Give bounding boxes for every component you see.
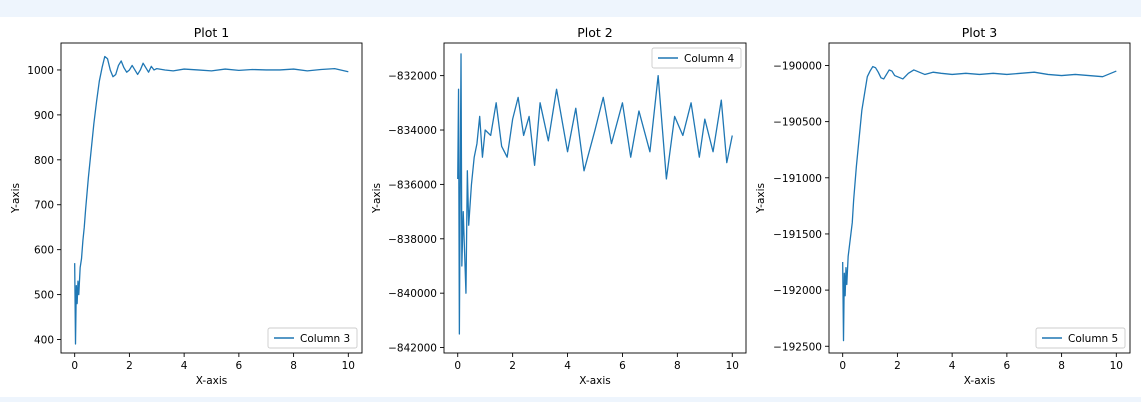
x-tick-label: 8 xyxy=(674,360,681,372)
legend-label: Column 5 xyxy=(1068,333,1118,345)
x-tick-label: 8 xyxy=(1058,360,1065,372)
x-tick-label: 10 xyxy=(1110,360,1123,372)
x-tick-label: 6 xyxy=(1004,360,1011,372)
legend-box xyxy=(651,47,742,69)
x-tick-label: 4 xyxy=(564,360,571,372)
x-tick-label: 0 xyxy=(71,360,78,372)
x-axis-label: X-axis xyxy=(964,375,996,387)
legend: Column 3 xyxy=(267,327,358,349)
legend-label: Column 4 xyxy=(684,53,735,65)
x-tick-label: 2 xyxy=(509,360,516,372)
y-tick-label: −191500 xyxy=(773,229,822,241)
x-tick-label: 6 xyxy=(619,360,626,372)
legend-box xyxy=(1035,327,1126,349)
y-tick-label: 800 xyxy=(34,155,54,167)
legend-label: Column 3 xyxy=(300,333,350,345)
y-tick-label: 500 xyxy=(34,290,54,302)
plot-1: 0 2 4 6 8 10 400 500 600 700 800 900 1000 Plot 1 X-axi… xyxy=(10,25,363,387)
axes-frame xyxy=(828,42,1131,354)
x-axis-label: X-axis xyxy=(196,375,228,387)
y-tick-label: −840000 xyxy=(388,288,437,300)
y-tick-label: −192500 xyxy=(773,341,822,353)
x-tick-label: 10 xyxy=(726,360,739,372)
legend-box xyxy=(267,327,358,349)
bottom-strip xyxy=(0,397,1141,402)
x-tick-label: 0 xyxy=(454,360,461,372)
legend: Column 4 xyxy=(651,47,742,69)
series-line xyxy=(74,55,349,345)
y-axis-label: Y-axis xyxy=(755,183,767,214)
x-tick-label: 4 xyxy=(181,360,188,372)
y-tick-label: 1000 xyxy=(27,65,54,77)
axes-frame xyxy=(443,42,747,354)
x-tick-label: 6 xyxy=(236,360,243,372)
plot-title: Plot 3 xyxy=(962,25,998,40)
y-axis-label: Y-axis xyxy=(10,183,22,214)
series-line xyxy=(457,53,733,335)
x-tick-label: 2 xyxy=(126,360,133,372)
axes-frame xyxy=(60,42,363,354)
y-tick-label: −832000 xyxy=(388,71,437,83)
y-tick-label: 600 xyxy=(34,245,54,257)
y-tick-label: 700 xyxy=(34,200,54,212)
y-tick-label: −190000 xyxy=(773,60,822,72)
y-tick-label: −834000 xyxy=(388,125,437,137)
plot-title: Plot 2 xyxy=(577,25,613,40)
series-line xyxy=(842,65,1117,342)
x-tick-label: 4 xyxy=(949,360,956,372)
x-tick-label: 10 xyxy=(342,360,355,372)
y-axis-label: Y-axis xyxy=(371,183,383,214)
x-tick-label: 8 xyxy=(290,360,297,372)
legend: Column 5 xyxy=(1035,327,1126,349)
y-tick-label: −191000 xyxy=(773,173,822,185)
top-strip xyxy=(0,0,1141,17)
y-tick-label: −190500 xyxy=(773,117,822,129)
y-tick-label: 900 xyxy=(34,110,54,122)
figure: 0 2 4 6 8 10 400 500 600 700 800 900 1000 Plot 1 X-axi… xyxy=(0,17,1141,397)
plot-2: 0 2 4 6 8 10 −842000 −840000 −838000 −836000 −8340… xyxy=(371,25,747,387)
y-tick-label: −192000 xyxy=(773,285,822,297)
y-tick-label: −836000 xyxy=(388,179,437,191)
y-tick-label: 400 xyxy=(34,335,54,347)
plot-title: Plot 1 xyxy=(194,25,230,40)
y-tick-label: −838000 xyxy=(388,234,437,246)
x-axis-label: X-axis xyxy=(579,375,611,387)
x-tick-label: 0 xyxy=(839,360,846,372)
x-tick-label: 2 xyxy=(894,360,901,372)
plot-3: 0 2 4 6 8 10 −192500 −192000 −191500 −191000 −1905… xyxy=(755,25,1131,387)
y-tick-label: −842000 xyxy=(388,343,437,355)
